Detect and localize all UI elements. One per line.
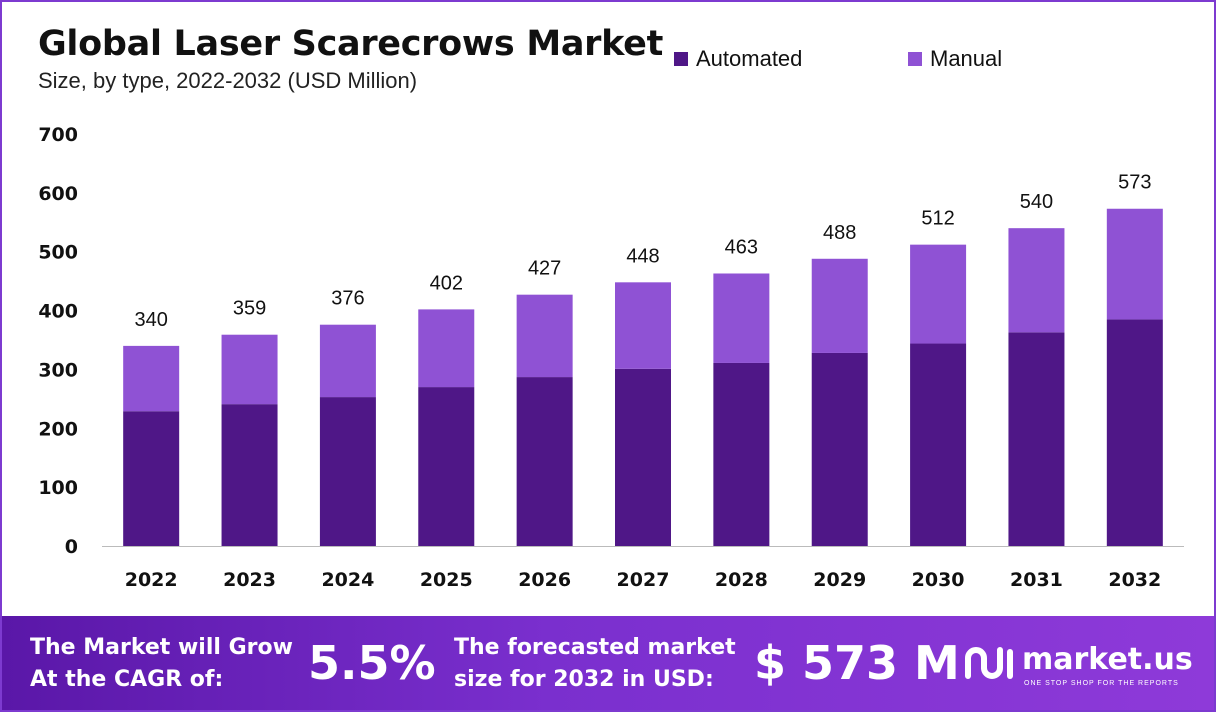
y-tick-label: 600 [38, 183, 78, 205]
bar-total-label: 340 [134, 309, 167, 331]
bar-automated [1106, 319, 1163, 546]
bar-total-label: 540 [1020, 191, 1053, 213]
bar-automated [319, 397, 376, 546]
x-tick-label: 2032 [1108, 569, 1161, 591]
x-tick-label: 2022 [125, 569, 178, 591]
bar-manual [123, 345, 180, 412]
bar-manual [319, 324, 376, 398]
bar-manual [713, 273, 770, 363]
bar-total-label: 448 [626, 245, 659, 267]
bar-automated [1008, 332, 1065, 546]
legend-label-manual: Manual [930, 46, 1003, 71]
x-tick-label: 2031 [1010, 569, 1063, 591]
x-tick-label: 2030 [912, 569, 965, 591]
bar-automated [713, 362, 770, 546]
bar-total-label: 463 [725, 236, 758, 258]
y-tick-label: 500 [38, 242, 78, 264]
forecast-value: $ 573 M [754, 636, 960, 690]
bar-total-label: 573 [1118, 172, 1151, 194]
bar-manual [221, 334, 278, 405]
forecast-label: The forecasted market size for 2032 in U… [454, 635, 736, 692]
bar-manual [516, 294, 573, 378]
chart-title: Global Laser Scarecrows Market [38, 24, 664, 64]
bar-manual [1008, 228, 1065, 333]
bar-automated [615, 368, 671, 546]
cagr-value: 5.5% [308, 636, 436, 690]
legend-item-automated: Automated [674, 46, 802, 72]
y-tick-label: 100 [38, 477, 78, 499]
y-tick-label: 300 [38, 359, 78, 381]
y-tick-label: 200 [38, 418, 78, 440]
legend-item-manual: Manual [908, 46, 1002, 72]
brand-tagline: ONE STOP SHOP FOR THE REPORTS [1024, 680, 1179, 687]
bar-total-label: 359 [233, 298, 266, 320]
bar-automated [516, 377, 573, 546]
x-tick-label: 2027 [617, 569, 670, 591]
bar-total-label: 512 [921, 208, 954, 230]
y-tick-label: 0 [65, 536, 78, 558]
market-us-logo-icon [965, 647, 1013, 679]
cagr-label: The Market will Grow At the CAGR of: [30, 635, 293, 692]
bar-total-label: 402 [430, 272, 463, 294]
bar-automated [221, 404, 278, 546]
bar-total-label: 488 [823, 222, 856, 244]
bar-automated [811, 352, 868, 546]
x-tick-label: 2028 [715, 569, 768, 591]
bar-automated [418, 387, 475, 546]
brand-name: market.us [1022, 642, 1193, 677]
bar-automated [910, 343, 967, 546]
bar-automated [123, 411, 180, 546]
y-tick-label: 400 [38, 301, 78, 323]
x-tick-label: 2025 [420, 569, 473, 591]
legend-label-automated: Automated [696, 46, 803, 71]
x-tick-label: 2024 [321, 569, 374, 591]
chart-plot: 0 100 200 300 400 500 600 700 340 2022 359 2023 376 2… [38, 124, 1184, 591]
bar-manual [418, 309, 475, 388]
chart-subtitle: Size, by type, 2022-2032 (USD Million) [38, 68, 418, 93]
bar-manual [615, 282, 671, 369]
bar-manual [910, 244, 967, 344]
x-tick-label: 2026 [518, 569, 571, 591]
x-tick-label: 2029 [813, 569, 866, 591]
bar-manual [1106, 208, 1163, 320]
summary-banner: The Market will Grow At the CAGR of: 5.5… [2, 616, 1214, 710]
y-tick-label: 700 [38, 124, 78, 146]
legend-swatch-manual [908, 52, 922, 66]
bar-total-label: 376 [331, 288, 364, 310]
bar-manual [811, 258, 868, 353]
legend-swatch-automated [674, 52, 688, 66]
bar-total-label: 427 [528, 258, 561, 280]
x-tick-label: 2023 [223, 569, 276, 591]
